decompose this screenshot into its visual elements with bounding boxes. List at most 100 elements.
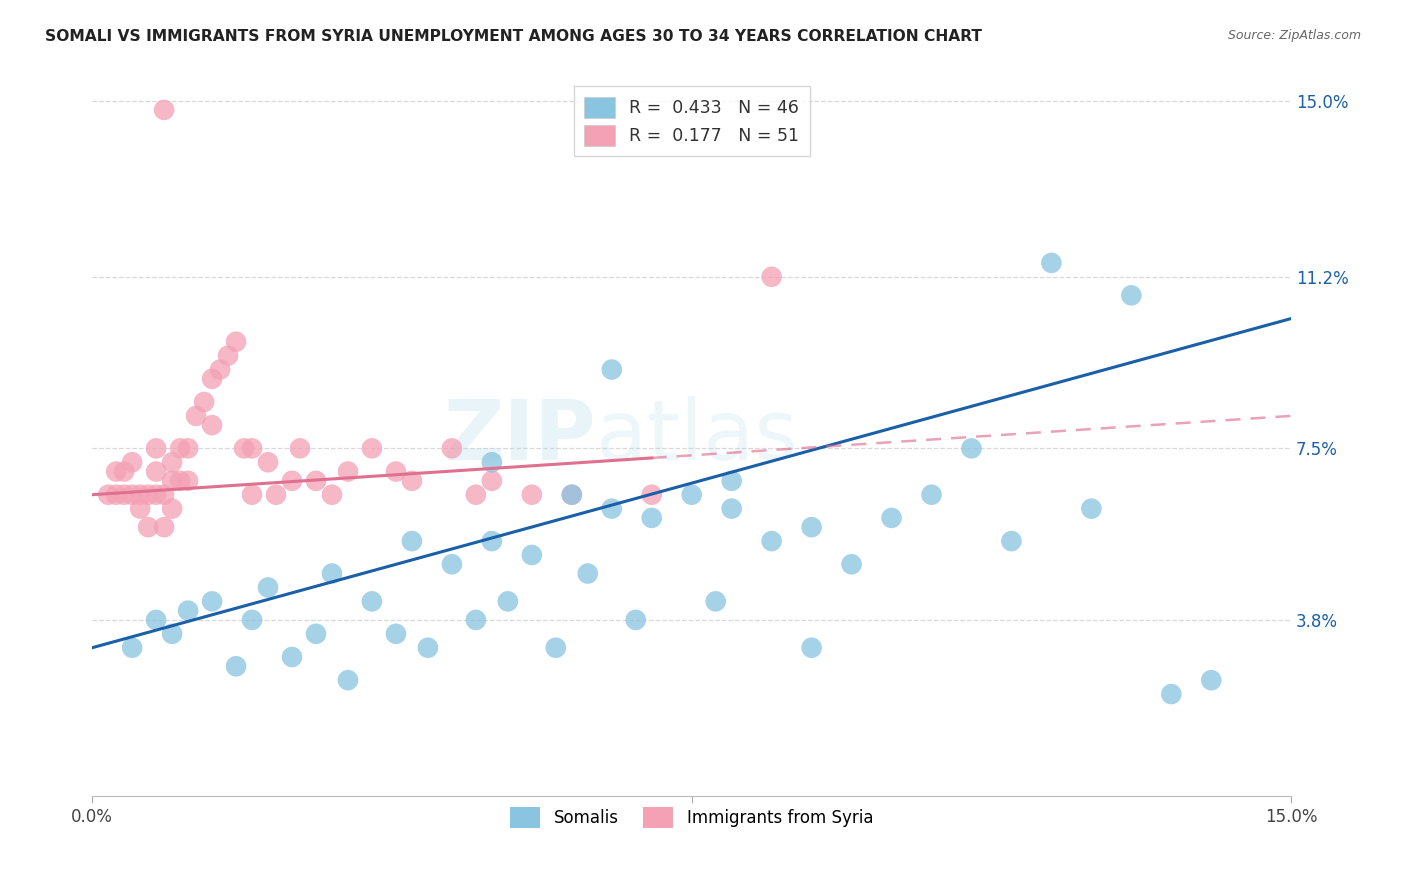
Point: [321, 566, 343, 581]
Point: [960, 442, 983, 456]
Point: [112, 488, 135, 502]
Point: [160, 627, 183, 641]
Point: [240, 488, 263, 502]
Point: [800, 520, 823, 534]
Point: [160, 474, 183, 488]
Point: [233, 442, 256, 456]
Point: [121, 455, 143, 469]
Point: [401, 474, 423, 488]
Point: [361, 442, 384, 456]
Point: [217, 349, 239, 363]
Point: [193, 395, 215, 409]
Point: [160, 455, 183, 469]
Text: ZIP: ZIP: [443, 396, 596, 477]
Point: [321, 488, 343, 502]
Point: [177, 474, 200, 488]
Point: [624, 613, 647, 627]
Point: [145, 488, 167, 502]
Point: [720, 501, 742, 516]
Point: [520, 488, 543, 502]
Point: [336, 465, 359, 479]
Text: atlas: atlas: [596, 396, 797, 477]
Point: [1121, 288, 1143, 302]
Point: [720, 474, 742, 488]
Point: [520, 548, 543, 562]
Point: [209, 362, 232, 376]
Point: [440, 558, 463, 572]
Point: [305, 627, 328, 641]
Point: [145, 613, 167, 627]
Point: [136, 488, 159, 502]
Point: [153, 520, 176, 534]
Point: [305, 474, 328, 488]
Point: [761, 534, 783, 549]
Point: [641, 488, 664, 502]
Point: [281, 474, 304, 488]
Point: [481, 534, 503, 549]
Point: [129, 488, 152, 502]
Point: [600, 501, 623, 516]
Point: [129, 501, 152, 516]
Point: [1160, 687, 1182, 701]
Point: [105, 465, 128, 479]
Point: [153, 488, 176, 502]
Point: [121, 640, 143, 655]
Point: [201, 418, 224, 433]
Text: Source: ZipAtlas.com: Source: ZipAtlas.com: [1227, 29, 1361, 42]
Point: [145, 465, 167, 479]
Point: [880, 511, 903, 525]
Point: [257, 455, 280, 469]
Point: [641, 511, 664, 525]
Point: [800, 640, 823, 655]
Point: [496, 594, 519, 608]
Point: [921, 488, 943, 502]
Point: [544, 640, 567, 655]
Point: [240, 613, 263, 627]
Point: [153, 103, 176, 117]
Legend: Somalis, Immigrants from Syria: Somalis, Immigrants from Syria: [503, 801, 880, 835]
Point: [361, 594, 384, 608]
Point: [1080, 501, 1102, 516]
Point: [481, 455, 503, 469]
Point: [160, 501, 183, 516]
Point: [1040, 256, 1063, 270]
Point: [112, 465, 135, 479]
Point: [136, 520, 159, 534]
Point: [464, 613, 486, 627]
Point: [225, 659, 247, 673]
Point: [177, 442, 200, 456]
Point: [761, 269, 783, 284]
Point: [1201, 673, 1223, 688]
Point: [481, 474, 503, 488]
Point: [385, 627, 408, 641]
Point: [401, 534, 423, 549]
Point: [145, 442, 167, 456]
Point: [177, 604, 200, 618]
Point: [841, 558, 863, 572]
Point: [576, 566, 599, 581]
Point: [440, 442, 463, 456]
Point: [561, 488, 583, 502]
Point: [681, 488, 703, 502]
Point: [1000, 534, 1022, 549]
Point: [201, 372, 224, 386]
Point: [264, 488, 287, 502]
Point: [240, 442, 263, 456]
Text: SOMALI VS IMMIGRANTS FROM SYRIA UNEMPLOYMENT AMONG AGES 30 TO 34 YEARS CORRELATI: SOMALI VS IMMIGRANTS FROM SYRIA UNEMPLOY…: [45, 29, 981, 44]
Point: [288, 442, 311, 456]
Point: [169, 474, 191, 488]
Point: [184, 409, 207, 423]
Point: [201, 594, 224, 608]
Point: [97, 488, 120, 502]
Point: [169, 442, 191, 456]
Point: [105, 488, 128, 502]
Point: [281, 650, 304, 665]
Point: [464, 488, 486, 502]
Point: [561, 488, 583, 502]
Point: [121, 488, 143, 502]
Point: [704, 594, 727, 608]
Point: [336, 673, 359, 688]
Point: [225, 334, 247, 349]
Point: [257, 581, 280, 595]
Point: [416, 640, 439, 655]
